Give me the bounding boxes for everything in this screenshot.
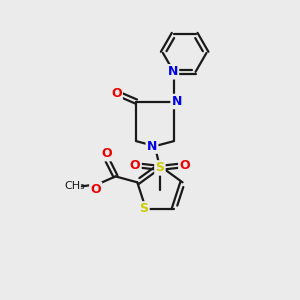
- Text: O: O: [111, 87, 122, 100]
- Text: S: S: [140, 202, 148, 215]
- Text: S: S: [155, 161, 164, 174]
- Text: O: O: [101, 147, 112, 160]
- Text: N: N: [172, 95, 182, 108]
- Text: N: N: [147, 140, 157, 153]
- Text: O: O: [179, 159, 190, 172]
- Text: CH₃: CH₃: [64, 181, 85, 191]
- Text: N: N: [168, 65, 178, 78]
- Text: O: O: [130, 159, 140, 172]
- Text: O: O: [90, 183, 101, 196]
